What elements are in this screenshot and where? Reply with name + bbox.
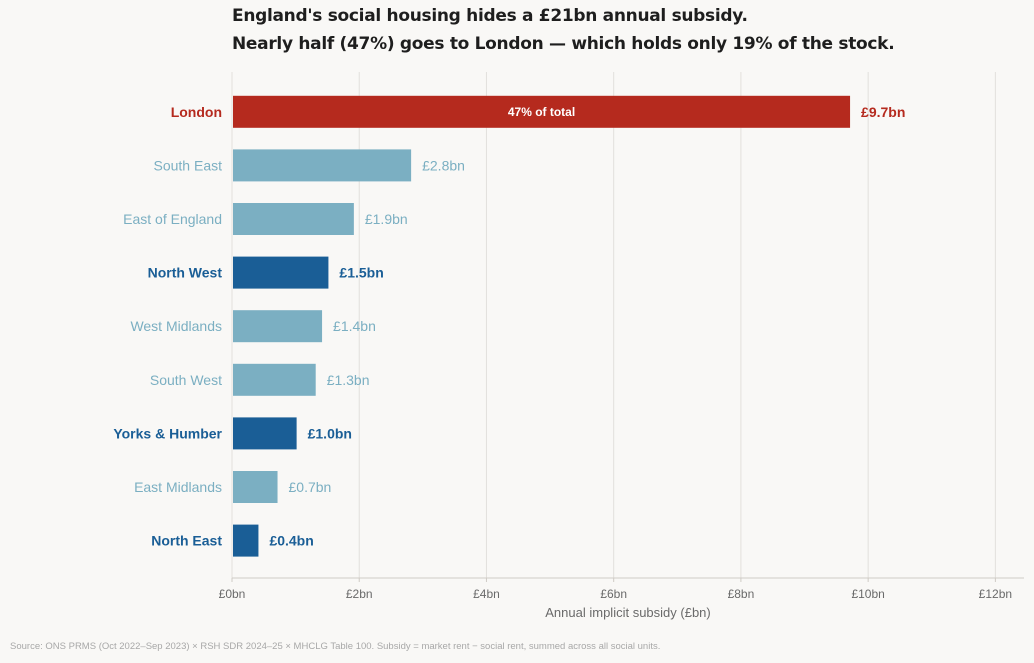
- bar: [233, 203, 354, 235]
- category-label: East of England: [123, 211, 222, 227]
- x-axis-title: Annual implicit subsidy (£bn): [545, 605, 710, 620]
- category-label: North West: [148, 265, 223, 281]
- x-tick-label: £2bn: [346, 587, 373, 601]
- value-label: £1.5bn: [339, 265, 383, 281]
- category-label: South West: [150, 372, 222, 388]
- value-label: £1.0bn: [308, 425, 352, 441]
- bar: [233, 149, 412, 182]
- value-label: £9.7bn: [861, 104, 905, 120]
- category-label: East Midlands: [134, 479, 222, 495]
- bar: [233, 524, 259, 557]
- category-label: South East: [154, 157, 223, 173]
- bar: [233, 417, 297, 450]
- x-tick-label: £4bn: [473, 587, 500, 601]
- category-label: London: [171, 104, 222, 120]
- bar: [233, 310, 323, 343]
- bar: [233, 363, 316, 396]
- chart-subtitle: Nearly half (47%) goes to London — which…: [232, 34, 895, 54]
- chart-title: England's social housing hides a £21bn a…: [232, 6, 748, 26]
- bar-annotation: 47% of total: [508, 105, 575, 119]
- value-label: £1.4bn: [333, 318, 376, 334]
- source-note: Source: ONS PRMS (Oct 2022–Sep 2023) × R…: [10, 641, 661, 652]
- category-label: Yorks & Humber: [113, 425, 222, 441]
- value-label: £1.3bn: [327, 372, 370, 388]
- x-tick-label: £6bn: [600, 587, 627, 601]
- value-label: £0.7bn: [289, 479, 332, 495]
- x-tick-label: £0bn: [219, 587, 246, 601]
- value-label: £1.9bn: [365, 211, 408, 227]
- value-label: £2.8bn: [422, 157, 465, 173]
- bar: [233, 256, 329, 289]
- value-label: £0.4bn: [269, 533, 313, 549]
- x-tick-label: £8bn: [728, 587, 755, 601]
- x-tick-label: £10bn: [851, 587, 884, 601]
- category-label: West Midlands: [130, 318, 222, 334]
- category-label: North East: [151, 533, 222, 549]
- bar: [233, 471, 278, 503]
- bar: [233, 95, 851, 128]
- x-tick-label: £12bn: [979, 587, 1012, 601]
